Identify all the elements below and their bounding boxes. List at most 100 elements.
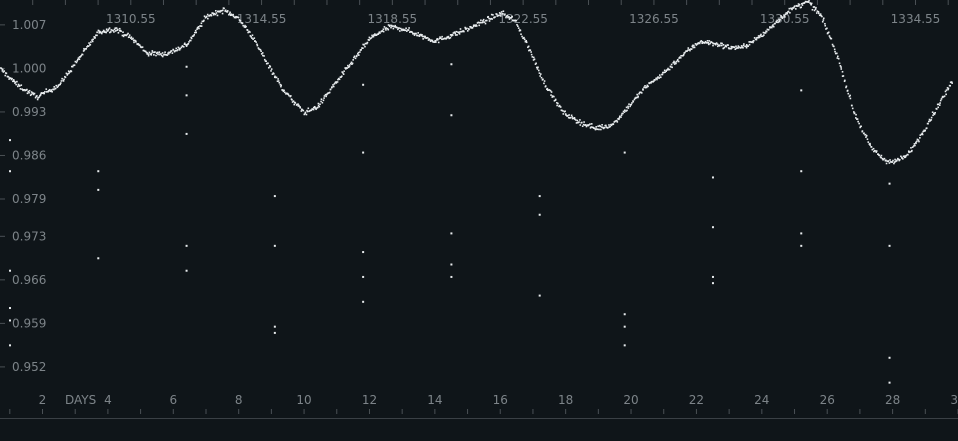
flux-point xyxy=(829,36,831,39)
flux-point xyxy=(836,55,839,58)
flux-point xyxy=(803,1,806,4)
flux-point xyxy=(749,41,752,43)
flux-point xyxy=(168,51,170,54)
flux-point xyxy=(15,83,17,86)
flux-point xyxy=(921,133,924,136)
flux-point xyxy=(357,51,360,54)
flux-point xyxy=(55,84,58,87)
flux-point xyxy=(644,86,647,89)
flux-point xyxy=(650,80,653,83)
flux-point xyxy=(155,54,157,57)
flux-point xyxy=(349,62,352,65)
flux-point xyxy=(171,52,174,54)
flux-point xyxy=(733,46,736,48)
flux-point xyxy=(417,34,419,37)
days-axis: DAYS 24681012141618202224262830 xyxy=(9,393,958,414)
flux-point xyxy=(128,36,131,38)
flux-point xyxy=(933,113,936,116)
flux-point xyxy=(200,25,203,27)
flux-point xyxy=(107,28,110,31)
flux-point xyxy=(50,90,52,93)
flux-point xyxy=(815,6,817,9)
flux-point xyxy=(514,19,517,22)
flux-point xyxy=(366,42,368,45)
flux-point xyxy=(426,37,429,39)
flux-point xyxy=(846,89,849,92)
flux-point xyxy=(731,47,733,49)
flux-point xyxy=(465,28,467,30)
flux-point xyxy=(82,50,85,52)
flux-point xyxy=(811,8,814,11)
flux-point xyxy=(147,53,150,55)
flux-point xyxy=(161,52,164,54)
outlier-point xyxy=(97,257,100,260)
flux-point xyxy=(757,35,760,37)
flux-point xyxy=(636,93,638,96)
flux-point xyxy=(603,126,606,129)
flux-point xyxy=(550,91,553,93)
flux-point xyxy=(491,18,493,20)
flux-point xyxy=(356,54,358,57)
flux-point xyxy=(476,22,479,24)
flux-point xyxy=(352,59,354,61)
flux-point xyxy=(411,31,413,34)
flux-point xyxy=(393,25,396,28)
flux-point xyxy=(533,58,536,61)
flux-point xyxy=(537,66,539,69)
flux-point xyxy=(760,33,762,36)
flux-point xyxy=(113,28,116,31)
flux-point xyxy=(107,29,109,32)
flux-point xyxy=(445,37,448,39)
flux-point xyxy=(792,7,795,9)
flux-point xyxy=(775,21,778,24)
flux-point xyxy=(265,60,267,63)
flux-point xyxy=(844,79,846,82)
flux-point xyxy=(99,30,101,33)
flux-point xyxy=(745,45,747,48)
flux-point xyxy=(362,43,364,46)
flux-point xyxy=(413,34,416,36)
flux-point xyxy=(316,106,319,109)
outlier-point xyxy=(9,139,12,142)
outlier-point xyxy=(888,182,891,185)
flux-point xyxy=(12,80,14,83)
flux-point xyxy=(351,63,353,65)
y-tick-label: 0.959 xyxy=(12,316,46,330)
flux-point xyxy=(596,128,599,131)
flux-point xyxy=(2,71,5,73)
flux-point xyxy=(833,48,836,51)
flux-point xyxy=(534,63,537,65)
flux-point xyxy=(556,101,558,104)
flux-point xyxy=(205,15,208,18)
flux-point xyxy=(872,147,875,150)
flux-point xyxy=(297,103,299,105)
flux-point xyxy=(578,121,580,123)
flux-point xyxy=(724,44,727,47)
flux-point xyxy=(784,16,786,18)
flux-point xyxy=(505,16,507,19)
flux-point xyxy=(540,76,543,79)
flux-point xyxy=(428,38,431,41)
flux-point xyxy=(283,89,285,92)
flux-point xyxy=(677,60,680,63)
flux-point xyxy=(16,80,18,83)
flux-point xyxy=(763,32,766,34)
flux-point xyxy=(947,88,949,91)
flux-point xyxy=(502,10,505,13)
flux-point xyxy=(346,67,348,69)
flux-point xyxy=(366,41,369,44)
flux-point xyxy=(70,70,73,73)
flux-point xyxy=(81,53,84,56)
flux-point xyxy=(370,37,373,39)
flux-point xyxy=(275,76,278,79)
flux-point xyxy=(150,52,153,55)
flux-point xyxy=(364,45,366,48)
flux-point xyxy=(765,30,768,33)
flux-point xyxy=(132,37,134,40)
flux-point xyxy=(632,100,635,103)
flux-point xyxy=(400,28,403,31)
flux-point xyxy=(568,114,570,116)
flux-point xyxy=(76,58,79,61)
flux-point xyxy=(621,112,623,115)
flux-point xyxy=(561,109,563,112)
